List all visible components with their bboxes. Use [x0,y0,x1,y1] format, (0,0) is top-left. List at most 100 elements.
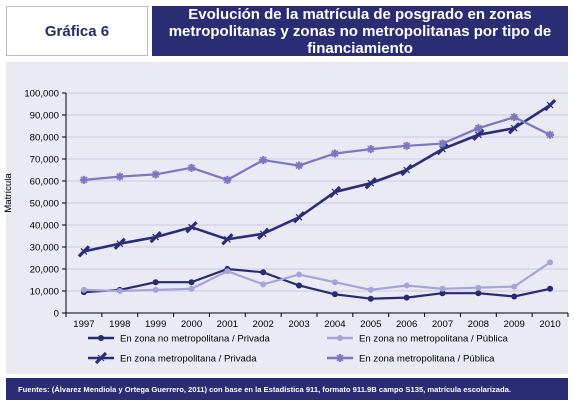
chart-title: Evolución de la matrícula de posgrado en… [152,6,568,57]
series-line [83,261,551,293]
chart-background [6,62,568,374]
data-point [331,279,338,286]
data-point [260,269,267,276]
legend-item: En zona no metropolitana / Privada [88,334,271,345]
data-point [224,268,231,275]
x-tick-label: 2003 [288,319,309,330]
legend-marker [94,351,108,365]
data-point [367,295,374,302]
data-point [474,124,483,133]
x-tick-label: 2007 [432,319,453,330]
series-2 [80,259,554,294]
data-point [296,282,303,289]
legend-marker [337,335,343,341]
data-point [400,163,413,177]
data-point [80,286,87,293]
data-point [152,286,159,293]
data-point [188,285,195,292]
y-axis-label: Matrícula [3,173,14,213]
data-point [296,271,303,278]
data-point [331,291,338,298]
data-point [113,237,126,250]
y-tick-label: 90,000 [30,111,59,122]
series-lines [77,98,557,302]
data-point [295,161,304,170]
gridlines [62,92,568,314]
data-point [149,230,162,244]
data-point [223,175,232,184]
data-point [77,245,91,258]
x-tick-label: 2006 [396,319,417,330]
y-tick-labels: 0 10,000 20,000 30,000 40,000 50,000 60,000 70,… [24,89,59,320]
data-point [547,259,554,266]
y-tick-label: 20,000 [30,265,59,276]
data-point [543,98,557,112]
legend-marker [98,335,104,341]
data-point [292,211,306,224]
y-tick-label: 0 [54,309,59,320]
legend-label: En zona metropolitana / Pública [359,354,495,365]
series-3 [77,98,557,258]
data-point [188,279,195,286]
y-tick-label: 30,000 [30,243,59,254]
series-1 [80,266,554,302]
y-tick-label: 60,000 [30,177,59,188]
series-line [83,267,551,300]
data-point [366,145,375,154]
data-point [79,175,88,184]
x-tick-label: 2002 [253,319,274,330]
y-tick-label: 10,000 [30,287,59,298]
data-point [259,156,268,165]
data-point [403,294,410,301]
chart-number-label: Gráfica 6 [6,6,148,56]
data-point [546,130,555,139]
y-tick-label: 100,000 [24,89,59,100]
data-point [475,284,482,291]
legend-item: En zona metropolitana / Privada [88,351,257,365]
series-line [83,116,551,182]
y-tick-label: 50,000 [30,199,59,210]
data-point [151,170,160,179]
x-tick-label: 2001 [217,319,238,330]
y-tick-label: 40,000 [30,221,59,232]
axes [65,93,569,317]
legend-item: En zona metropolitana / Pública [327,354,495,365]
x-tick-label: 2008 [468,319,489,330]
series-line [83,104,551,253]
x-tick-labels: 1997 1998 1999 2000 2001 2002 2003 2004 2005 2006… [73,319,560,330]
data-point [185,221,198,234]
data-point [221,233,234,246]
x-tick-label: 2010 [539,319,560,330]
legend-item: En zona no metropolitana / Pública [327,334,508,345]
series-4 [79,113,555,184]
data-point [510,113,519,122]
data-point [439,285,446,292]
x-tick-label: 1997 [73,319,94,330]
data-point [367,286,374,293]
data-point [152,279,159,286]
data-point [402,141,411,150]
data-point [330,149,339,158]
data-point [511,283,518,290]
data-point [439,290,446,297]
legend: En zona no metropolitana / Privada En zon… [88,334,508,365]
y-tick-label: 80,000 [30,133,59,144]
data-point [436,142,449,156]
data-point [116,288,123,294]
legend-label: En zona no metropolitana / Pública [359,334,508,345]
data-point [257,227,270,240]
data-point [472,128,485,141]
data-point [328,185,342,199]
x-tick-label: 2000 [181,319,202,330]
x-tick-label: 1998 [109,319,130,330]
legend-marker [336,354,344,362]
x-tick-label: 2004 [324,319,346,330]
x-tick-label: 1999 [145,319,166,330]
data-point [547,285,554,292]
data-point [508,122,521,135]
x-tick-label: 2005 [360,319,381,330]
data-point [364,177,377,190]
x-tick-label: 2009 [504,319,525,330]
data-point [187,163,196,172]
